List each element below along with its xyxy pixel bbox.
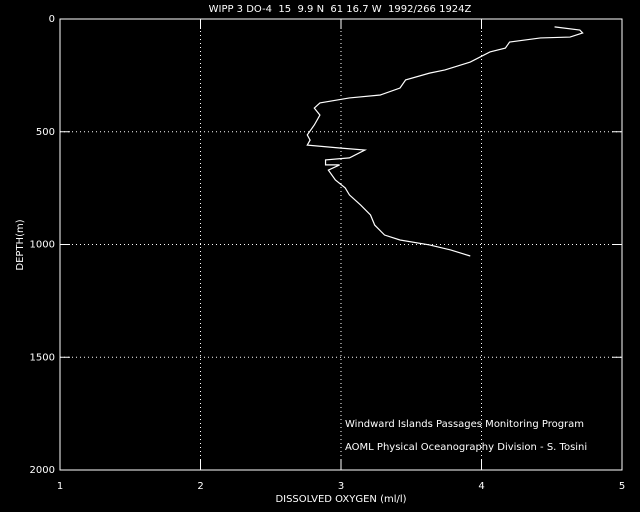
chart-title: WIPP 3 DO-4 15 9.9 N 61 16.7 W 1992/266 … — [209, 4, 472, 15]
x-tick-label: 1 — [57, 481, 63, 492]
y-tick-label: 500 — [36, 127, 55, 138]
annotation: Windward Islands Passages Monitoring Pro… — [345, 419, 584, 430]
annotation: AOML Physical Oceanography Division - S.… — [345, 442, 587, 453]
y-axis-label: DEPTH(m) — [15, 219, 26, 270]
y-tick-label: 0 — [49, 14, 55, 25]
profile-line — [306, 26, 584, 257]
y-tick-label: 2000 — [30, 465, 55, 476]
x-tick-label: 5 — [619, 481, 625, 492]
x-tick-label: 3 — [338, 481, 344, 492]
x-axis-label: DISSOLVED OXYGEN (ml/l) — [275, 494, 406, 505]
y-tick-label: 1000 — [30, 240, 55, 251]
x-tick-label: 2 — [197, 481, 203, 492]
x-tick-label: 4 — [478, 481, 484, 492]
y-tick-label: 1500 — [30, 352, 55, 363]
